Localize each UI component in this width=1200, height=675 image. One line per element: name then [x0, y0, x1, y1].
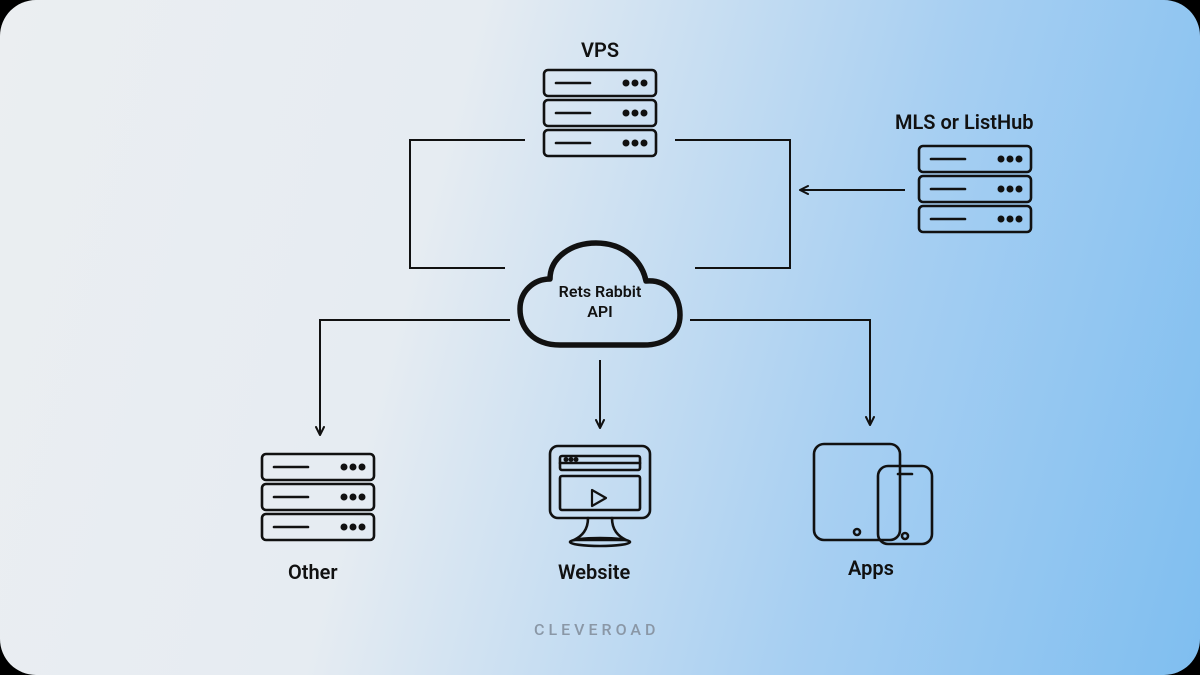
edge-api-apps — [690, 320, 870, 425]
diagram-canvas: VPS MLS or ListHub — [0, 0, 1200, 675]
server-stack-icon — [258, 450, 378, 544]
mls-label: MLS or ListHub — [895, 110, 1034, 134]
devices-icon — [808, 438, 938, 546]
server-stack-icon — [915, 142, 1035, 236]
website-label: Website — [558, 560, 630, 584]
edge-api-other — [320, 320, 510, 435]
vps-label: VPS — [581, 38, 619, 62]
apps-label: Apps — [848, 556, 894, 580]
watermark-text: CLEVEROAD — [534, 620, 659, 639]
other-label: Other — [288, 560, 338, 584]
server-stack-icon — [540, 66, 660, 160]
api-label: Rets Rabbit API — [552, 282, 648, 322]
computer-icon — [544, 440, 656, 550]
edge-vps-api-right — [675, 140, 790, 268]
edge-vps-api-left — [410, 140, 525, 268]
